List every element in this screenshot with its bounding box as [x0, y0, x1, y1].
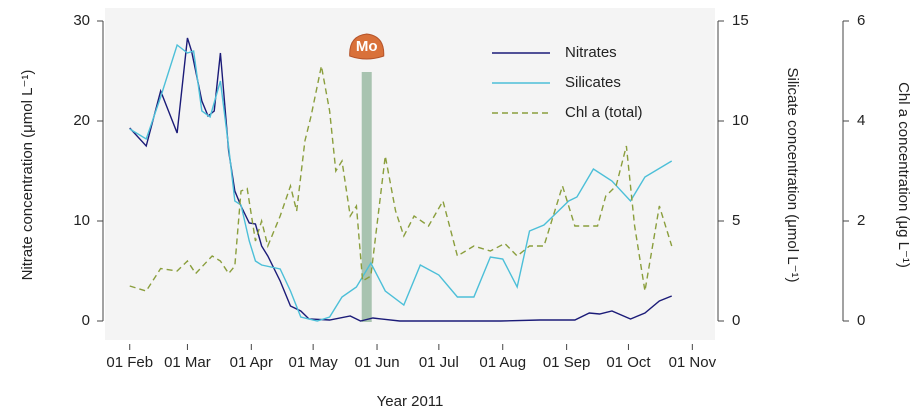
legend-label: Chl a (total) [565, 104, 643, 121]
y2-tick-label: 0 [732, 312, 740, 329]
y3-tick-label: 2 [857, 212, 865, 229]
x-tick-label: 01 Oct [606, 354, 651, 371]
series-line [129, 37, 672, 322]
shell-icon [349, 33, 385, 60]
y2-tick-label: 5 [732, 212, 740, 229]
x-tick-label: 01 Aug [479, 354, 526, 371]
y3-tick-label: 0 [857, 312, 865, 329]
legend-label: Nitrates [565, 44, 617, 61]
y3-tick-label: 4 [857, 112, 865, 129]
series-line [129, 65, 673, 292]
event-band [361, 72, 372, 322]
y2-axis-label: Silicate concentration (μmol L⁻¹) [784, 68, 801, 283]
event-label: Mo [356, 38, 378, 55]
y3-axis-label: Chl a concentration (μg L⁻¹) [895, 82, 912, 268]
legend-label: Silicates [565, 74, 621, 91]
x-tick-label: 01 Mar [164, 354, 211, 371]
x-tick-label: 01 May [289, 354, 339, 371]
y-tick-label: 10 [73, 212, 90, 229]
y2-tick-label: 10 [732, 112, 749, 129]
y-axis-label: Nitrate concentration (μmol L⁻¹) [19, 70, 36, 281]
x-tick-label: 01 Jun [355, 354, 400, 371]
y-tick-label: 0 [82, 312, 90, 329]
x-tick-label: 01 Apr [230, 354, 273, 371]
x-axis-label: Year 2011 [377, 393, 444, 410]
y-tick-label: 30 [73, 12, 90, 29]
plot-background [105, 8, 715, 340]
y-tick-label: 20 [73, 112, 90, 129]
x-tick-label: 01 Jul [419, 354, 459, 371]
x-tick-label: 01 Nov [669, 354, 717, 371]
y3-tick-label: 6 [857, 12, 865, 29]
x-tick-label: 01 Sep [543, 354, 591, 371]
y2-tick-label: 15 [732, 12, 749, 29]
x-tick-label: 01 Feb [106, 354, 153, 371]
series-line [129, 43, 673, 322]
